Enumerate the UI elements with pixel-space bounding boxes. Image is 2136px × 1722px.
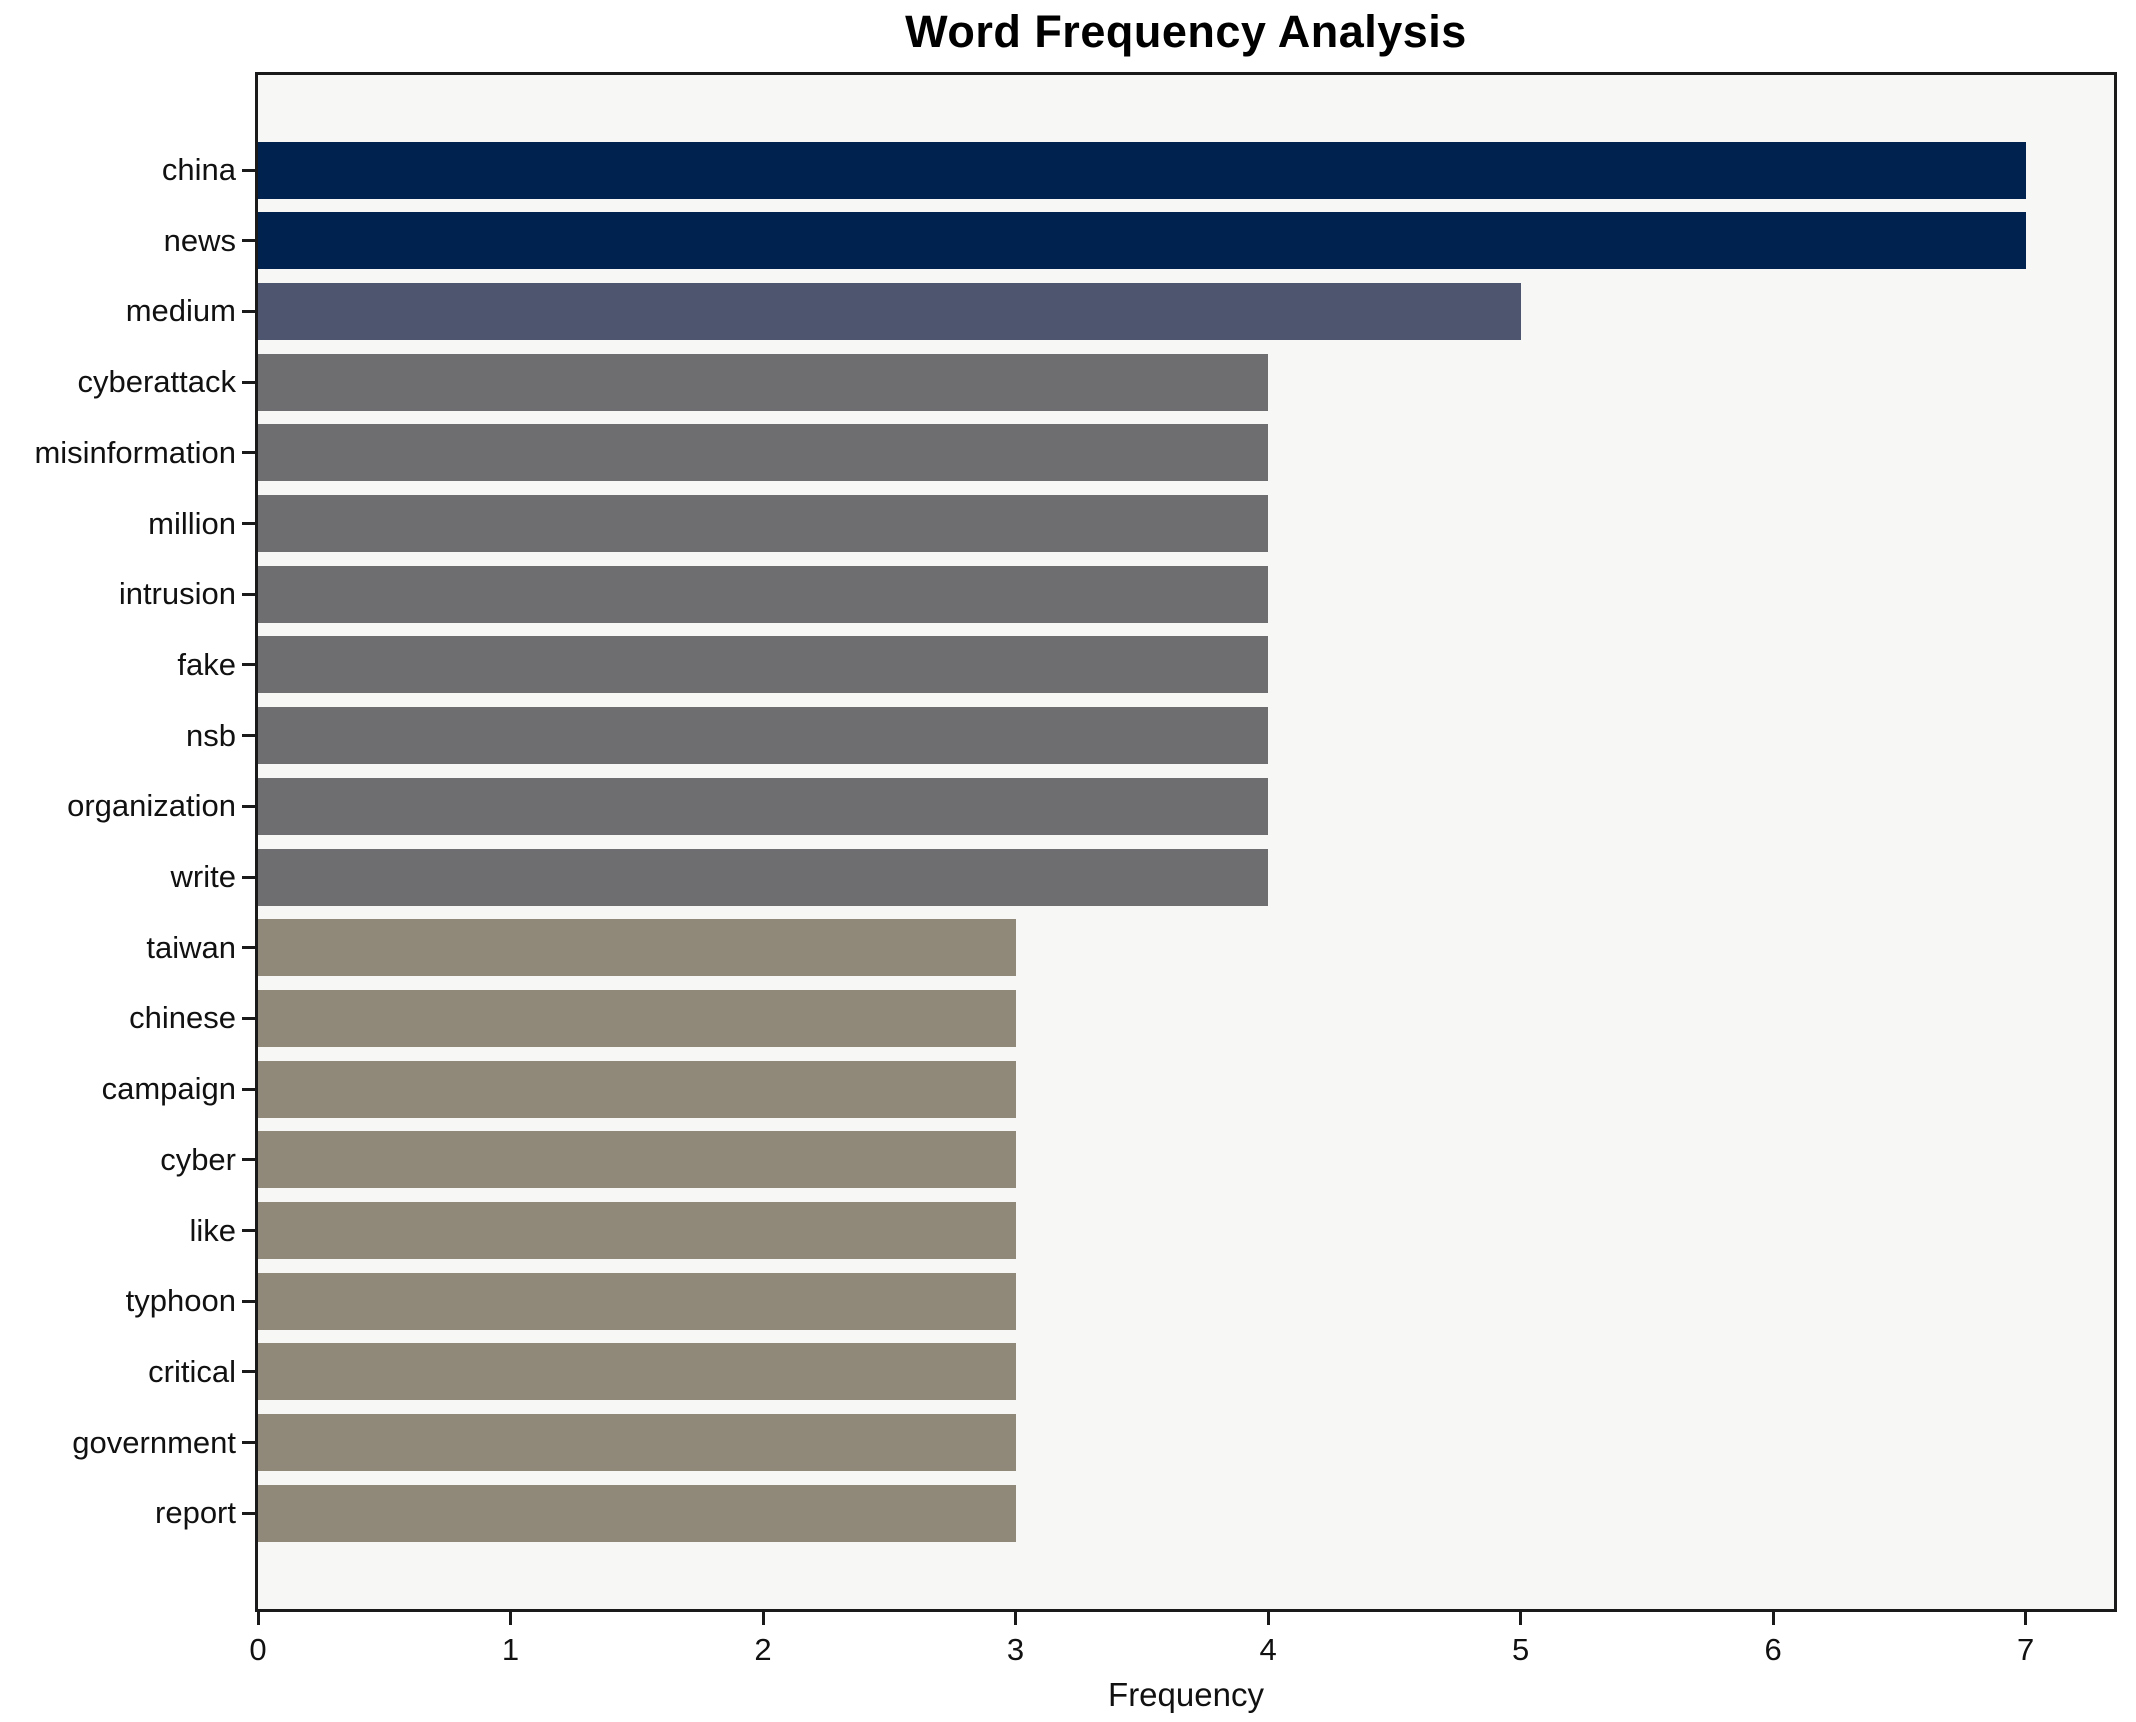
y-tick-mark	[242, 380, 255, 384]
y-tick-label-campaign: campaign	[101, 1071, 236, 1107]
y-tick-label-china: china	[161, 152, 236, 187]
y-tick-label-like: like	[189, 1212, 236, 1248]
y-tick-label-million: million	[148, 505, 236, 541]
y-tick-mark	[242, 592, 255, 596]
x-tick-label-6: 6	[1764, 1632, 1782, 1667]
bar-fake	[258, 636, 1269, 694]
y-tick-mark	[242, 804, 255, 808]
plot-area	[255, 72, 2117, 1612]
x-tick-mark	[256, 1612, 260, 1625]
y-tick-label-medium: medium	[125, 293, 236, 329]
y-tick-label-government: government	[72, 1424, 236, 1460]
y-tick-mark	[242, 309, 255, 313]
x-tick-label-1: 1	[501, 1632, 520, 1667]
y-tick-mark	[242, 522, 255, 525]
y-tick-label-organization: organization	[67, 788, 236, 824]
x-tick-mark	[2024, 1612, 2028, 1625]
y-tick-label-report: report	[155, 1495, 236, 1531]
bar-report	[258, 1484, 1016, 1542]
x-tick-label-2: 2	[754, 1632, 772, 1667]
y-tick-label-cyberattack: cyberattack	[77, 364, 236, 400]
y-tick-label-typhoon: typhoon	[125, 1283, 236, 1319]
y-tick-label-nsb: nsb	[186, 717, 236, 753]
x-tick-label-5: 5	[1511, 1632, 1530, 1667]
y-tick-mark	[242, 239, 255, 243]
bar-critical	[258, 1343, 1016, 1401]
y-tick-mark	[242, 1158, 255, 1162]
y-tick-mark	[242, 1299, 255, 1303]
x-tick-mark	[1014, 1612, 1018, 1625]
y-tick-mark	[242, 734, 255, 738]
x-tick-mark	[761, 1612, 765, 1625]
x-tick-mark	[509, 1612, 513, 1625]
y-tick-label-intrusion: intrusion	[118, 576, 236, 612]
bar-medium	[258, 282, 1521, 340]
y-tick-mark	[242, 1370, 255, 1374]
bar-chinese	[258, 989, 1016, 1047]
y-tick-label-chinese: chinese	[129, 1000, 236, 1036]
bar-cyberattack	[258, 353, 1269, 411]
bar-intrusion	[258, 565, 1269, 623]
x-tick-label-0: 0	[249, 1632, 267, 1667]
y-tick-mark	[242, 1016, 255, 1020]
bar-china	[258, 141, 2026, 199]
bar-nsb	[258, 707, 1269, 765]
bar-news	[258, 212, 2026, 270]
bar-government	[258, 1414, 1016, 1472]
y-tick-label-misinformation: misinformation	[34, 434, 236, 470]
x-tick-mark	[1771, 1612, 1775, 1625]
bar-misinformation	[258, 424, 1269, 482]
y-tick-mark	[242, 1087, 255, 1091]
bar-million	[258, 495, 1269, 552]
bar-cyber	[258, 1131, 1016, 1189]
bar-write	[258, 848, 1269, 906]
y-tick-label-news: news	[163, 222, 236, 258]
y-tick-mark	[242, 1229, 255, 1232]
y-tick-label-fake: fake	[177, 646, 236, 682]
x-tick-mark	[1519, 1612, 1523, 1625]
y-tick-mark	[242, 663, 255, 667]
bars-container	[258, 75, 2114, 1609]
bar-organization	[258, 777, 1269, 835]
y-tick-mark	[242, 451, 255, 455]
bar-typhoon	[258, 1272, 1016, 1330]
bar-campaign	[258, 1060, 1016, 1118]
x-tick-label-3: 3	[1006, 1632, 1025, 1667]
y-tick-mark	[242, 946, 255, 950]
y-tick-mark	[242, 168, 255, 172]
y-tick-label-critical: critical	[148, 1353, 236, 1389]
bar-like	[258, 1202, 1016, 1259]
x-tick-label-7: 7	[2016, 1632, 2035, 1667]
bar-taiwan	[258, 919, 1016, 977]
x-axis-title: Frequency	[1108, 1676, 1264, 1713]
y-tick-mark	[242, 1511, 255, 1515]
chart-title: Word Frequency Analysis	[905, 6, 1467, 57]
x-tick-mark	[1266, 1612, 1270, 1625]
y-tick-mark	[242, 1441, 255, 1445]
x-tick-label-4: 4	[1259, 1632, 1277, 1667]
y-tick-label-write: write	[170, 859, 236, 894]
y-tick-label-taiwan: taiwan	[146, 929, 236, 965]
y-tick-mark	[242, 875, 255, 879]
y-tick-label-cyber: cyber	[160, 1141, 236, 1177]
